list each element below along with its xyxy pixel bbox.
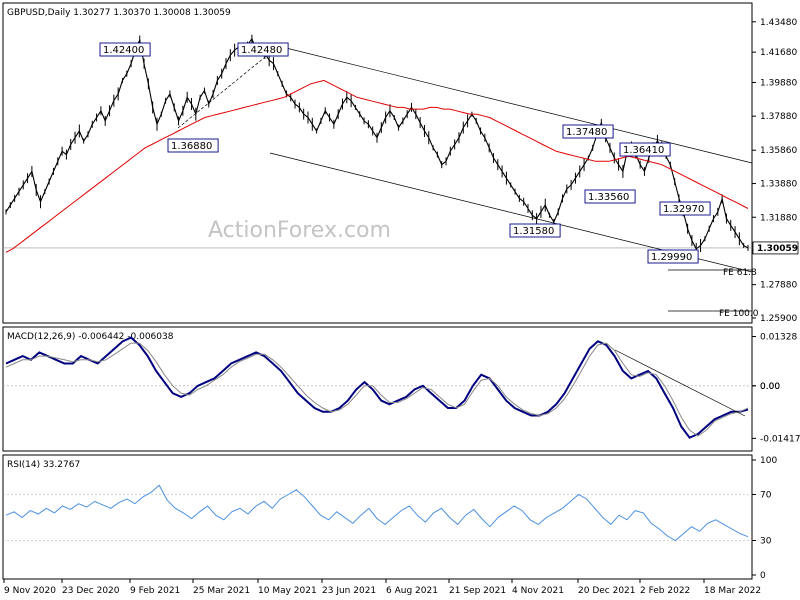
macd-panel-frame [2,326,753,452]
price-annotation-box [659,201,711,216]
rsi-y-tick-label: 0 [760,571,766,581]
rsi-y-tick-label: 30 [760,537,772,547]
price-annotation-label: 1.31580 [513,226,554,237]
x-tick-label: 10 May 2021 [258,586,317,596]
price-y-tick-label: 1.35860 [760,146,797,156]
price-annotation-label: 1.42400 [103,45,144,56]
x-tick-label: 20 Dec 2021 [578,586,636,596]
x-tick-label: 9 Nov 2020 [4,586,56,596]
channel-upper-line [281,46,753,164]
rsi-y-tick-label: 100 [760,456,777,466]
price-annotation-label: 1.42480 [241,45,282,56]
macd-y-tick-label: 0.00 [760,382,780,392]
price-annotation-box [619,142,671,157]
price-y-tick-label: 1.43480 [760,18,797,28]
x-tick-label: 25 Mar 2021 [193,586,250,596]
price-y-tick-label: 1.27880 [760,281,797,291]
macd-y-tick-label: -0.014173 [760,434,800,444]
macd-trend-line [614,349,746,417]
x-tick-label: 21 Sep 2021 [449,586,506,596]
macd-line [5,336,749,439]
rsi-panel-frame [2,454,753,580]
current-price-label: 1.30059 [757,244,798,254]
price-y-tick-label: 1.41680 [760,48,797,58]
price-y-tick-label: 1.37880 [760,112,797,122]
x-tick-label: 6 Aug 2021 [386,586,438,596]
rsi-line [5,484,749,542]
price-annotation-label: 1.36410 [623,145,664,156]
price-y-tick-label: 1.25900 [760,314,797,324]
moving-average-line [5,79,749,253]
price-annotation-label: 1.37480 [566,127,607,138]
x-tick-label: 23 Jun 2021 [322,586,376,596]
price-annotation-label: FE 61.8 [723,268,757,278]
rsi-y-tick-label: 70 [760,491,772,501]
price-annotation-box [99,42,151,57]
price-annotation-label: 1.33560 [588,192,629,203]
price-annotation-box [509,223,561,238]
x-tick-label: 23 Dec 2020 [62,586,120,596]
x-tick-label: 9 Feb 2021 [130,586,180,596]
macd-y-tick-label: 0.01328 [760,333,797,343]
macd-y-tick-label: 0.00 [760,382,780,392]
chart-title: GBPUSD,Daily 1.30277 1.30370 1.30008 1.3… [7,8,231,18]
price-y-tick-label: 1.33880 [760,180,797,190]
x-tick-label: 4 Nov 2021 [512,586,564,596]
x-tick-label: 18 Mar 2022 [704,586,761,596]
watermark: ActionForex.com [208,218,391,243]
price-annotation-label: FE 100.0 [719,309,759,319]
price-y-tick-label: 1.31880 [760,213,797,223]
price-annotation-box [647,249,699,264]
price-annotation-box [562,124,614,139]
price-annotation-label: 1.29990 [651,252,692,263]
price-annotation-box [584,189,636,204]
macd-signal-line [5,342,749,437]
current-price-box [752,241,799,255]
price-annotation-label: 1.36880 [171,141,212,152]
price-annotation-box [167,138,219,153]
price-annotation-box [237,42,289,57]
rsi-label: RSI(14) 33.2767 [7,460,80,470]
x-tick-label: 2 Feb 2022 [640,586,690,596]
price-annotation-label: 1.32970 [663,204,704,215]
price-y-tick-label: 1.39880 [760,78,797,88]
macd-label: MACD(12,26,9) -0.006442 -0.006038 [7,332,174,342]
